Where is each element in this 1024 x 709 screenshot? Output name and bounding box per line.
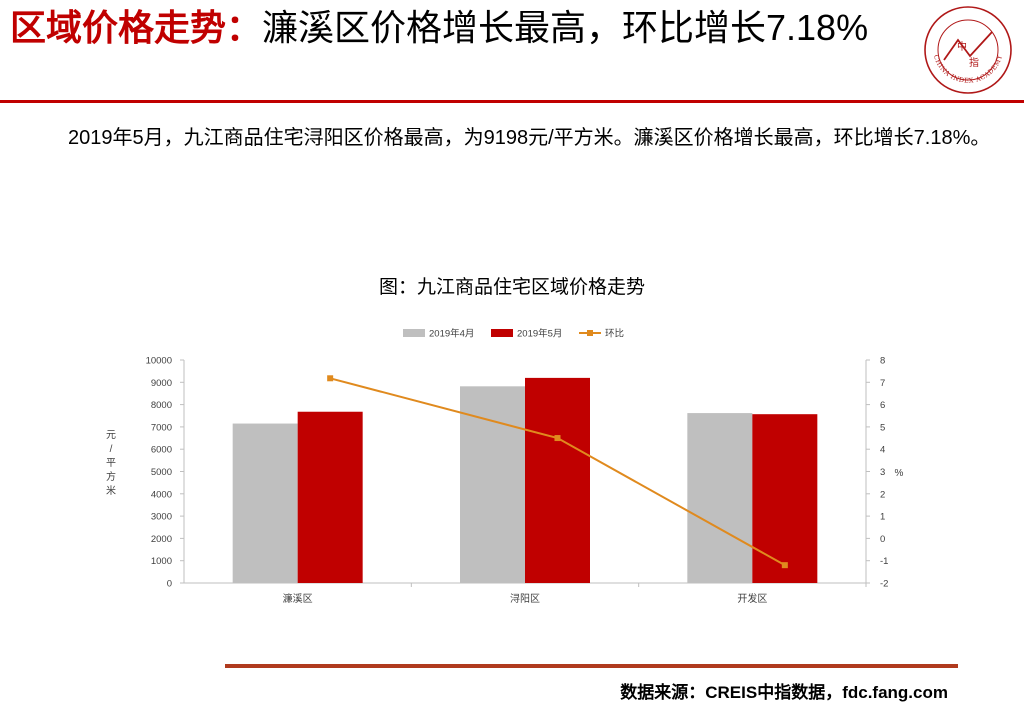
y2-tick-label: 4 <box>880 445 885 456</box>
y2-tick-label: -2 <box>880 579 888 590</box>
y2-tick-label: 3 <box>880 467 885 478</box>
y2-tick-label: 7 <box>880 378 885 389</box>
legend-swatch-apr <box>403 329 425 337</box>
legend-label-mom: 环比 <box>605 328 624 340</box>
y2-tick-label: 1 <box>880 512 885 523</box>
y-tick-label: 9000 <box>151 378 172 389</box>
x-tick-label: 濂溪区 <box>283 592 313 605</box>
y-tick-label: 3000 <box>151 512 172 523</box>
y-tick-label: 2000 <box>151 534 172 545</box>
x-tick-label: 浔阳区 <box>510 592 540 605</box>
y-tick-label: 5000 <box>151 467 172 478</box>
legend-label-may: 2019年5月 <box>517 328 562 340</box>
bar-may-1 <box>525 377 590 583</box>
page-title: 区域价格走势：濂溪区价格增长最高，环比增长7.18% <box>10 4 910 52</box>
bar-apr-0 <box>232 423 298 583</box>
y-tick-label: 6000 <box>151 445 172 456</box>
y-tick-label: 10000 <box>146 356 172 367</box>
y2-tick-label: -1 <box>880 556 888 567</box>
logo-char-1: 中 <box>957 40 967 53</box>
y-axis-label-char: 方 <box>106 470 116 483</box>
bar-may-2 <box>752 414 818 583</box>
y-axis-label-char: 米 <box>106 484 116 497</box>
y-axis-label-char: / <box>110 444 113 455</box>
china-index-academy-logo: 中 指 CHINA INDEX ACADEMY <box>924 6 1012 94</box>
bar-may-0 <box>297 411 363 583</box>
summary-paragraph: 2019年5月，九江商品住宅浔阳区价格最高，为9198元/平方米。濂溪区价格增长… <box>68 127 991 149</box>
y-tick-label: 8000 <box>151 400 172 411</box>
y-tick-label: 0 <box>167 579 172 590</box>
x-tick-label: 开发区 <box>737 592 767 605</box>
title-divider <box>0 100 1024 103</box>
mom-point-0 <box>327 375 334 382</box>
y2-axis-label: % <box>895 468 904 479</box>
legend-swatch-may <box>491 329 513 337</box>
y-tick-label: 1000 <box>151 556 172 567</box>
y-axis-label-char: 元 <box>106 430 116 441</box>
mom-point-1 <box>554 435 561 442</box>
page-title-rest: 濂溪区价格增长最高，环比增长7.18% <box>262 7 869 48</box>
y2-tick-label: 6 <box>880 400 885 411</box>
logo-char-2: 指 <box>969 56 979 69</box>
legend-label-apr: 2019年4月 <box>429 328 474 340</box>
bar-apr-1 <box>460 386 525 583</box>
chart-title: 图：九江商品住宅区域价格走势 <box>378 277 645 298</box>
page-title-highlight: 区域价格走势： <box>10 7 263 48</box>
legend-marker-mom <box>587 330 593 336</box>
y-tick-label: 4000 <box>151 489 172 500</box>
y2-tick-label: 2 <box>880 489 885 500</box>
mom-point-2 <box>781 562 788 569</box>
price-trend-chart: 0 1000 2000 3000 4000 5000 6000 7000 8000 9000 100… <box>106 328 904 606</box>
y2-tick-label: 0 <box>880 534 885 545</box>
bar-apr-2 <box>687 413 753 583</box>
data-source: 数据来源：CREIS中指数据，fdc.fang.com <box>620 683 948 702</box>
y2-tick-label: 5 <box>880 422 885 433</box>
footer-divider <box>225 664 958 668</box>
y-axis-label-char: 平 <box>106 458 116 469</box>
y-tick-label: 7000 <box>151 422 172 433</box>
y2-tick-label: 8 <box>880 356 885 367</box>
